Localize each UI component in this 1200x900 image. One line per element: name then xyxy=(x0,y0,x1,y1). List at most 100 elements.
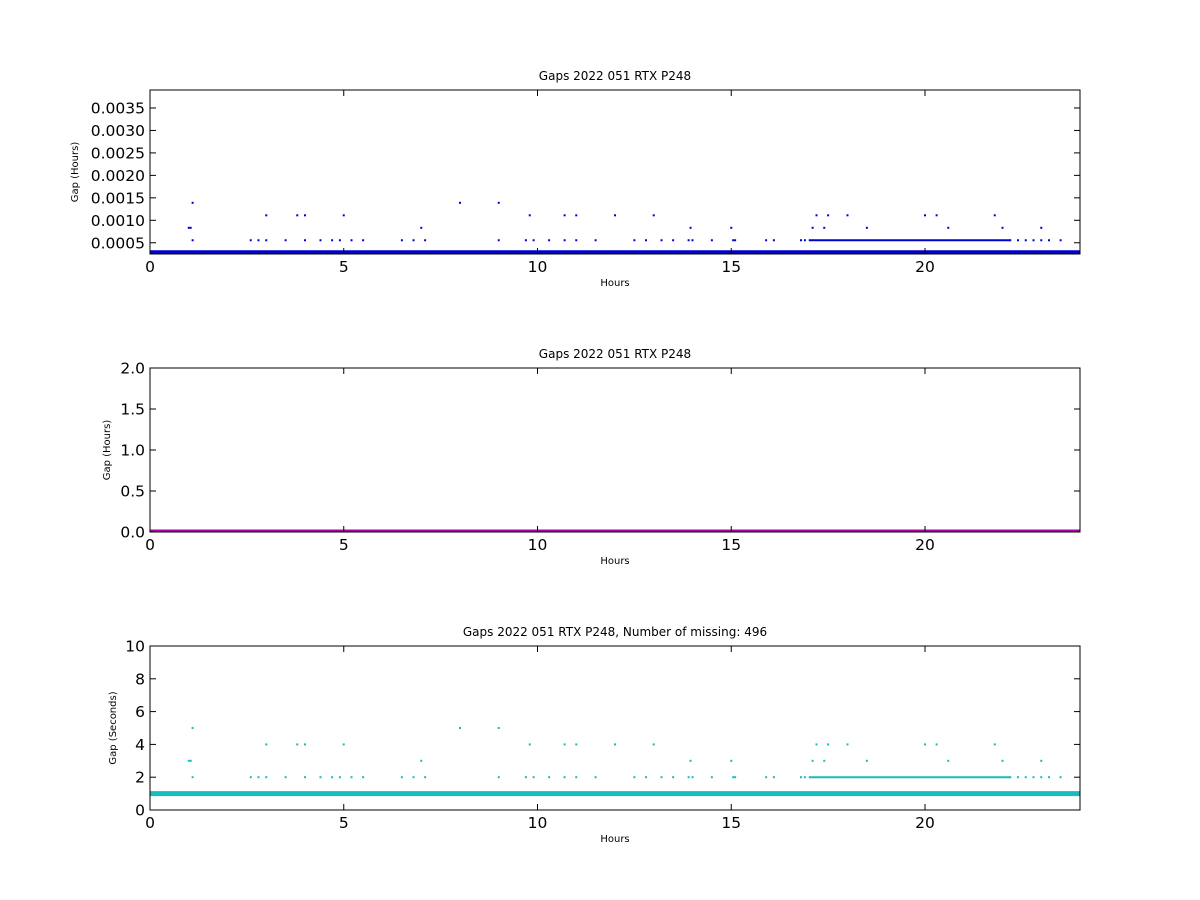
marks-layer xyxy=(150,727,1080,797)
data-point xyxy=(575,743,578,746)
y-tick-label: 0.0015 xyxy=(91,189,145,207)
data-point xyxy=(1009,776,1012,779)
plot-area: 0 5 10 15 20 0 2 4 6 8 10 xyxy=(125,638,1081,832)
plot-area: 0 5 10 15 20 0.0005 0.0010 0.0015 0.0020 0.0025 0.… xyxy=(91,89,1081,276)
data-point xyxy=(191,727,194,729)
data-point xyxy=(633,239,636,242)
data-point xyxy=(811,226,814,229)
data-point xyxy=(1017,239,1019,242)
data-point xyxy=(187,226,190,229)
data-point xyxy=(594,239,597,242)
x-tick-label: 0 xyxy=(145,536,155,554)
data-point xyxy=(672,776,675,779)
data-point xyxy=(732,776,735,779)
data-point xyxy=(827,214,830,217)
data-point xyxy=(1032,239,1035,242)
axes-frame xyxy=(149,89,1081,255)
data-point xyxy=(459,727,461,729)
data-point xyxy=(189,759,192,762)
panel-gaps-hours: 0 5 10 15 20 0.0 0.5 1.0 1.5 2.0 Gaps 2022 051 RT… xyxy=(102,347,1081,567)
y-tick-label: 10 xyxy=(125,638,145,656)
data-point xyxy=(497,201,500,204)
data-point xyxy=(412,239,415,242)
data-point xyxy=(689,759,692,762)
data-point xyxy=(524,776,527,779)
y-tick-label: 6 xyxy=(135,703,145,721)
data-point xyxy=(304,743,306,746)
data-point xyxy=(633,776,636,779)
data-point xyxy=(265,214,268,217)
data-point xyxy=(548,239,551,242)
x-tick-label: 20 xyxy=(915,536,935,554)
x-tick-label: 0 xyxy=(145,258,155,276)
panel-title: Gaps 2022 051 RTX P248 xyxy=(539,347,691,361)
data-point xyxy=(187,759,190,762)
data-point xyxy=(575,776,578,779)
data-point xyxy=(1040,239,1043,242)
data-point xyxy=(691,776,694,779)
data-point xyxy=(331,239,334,242)
data-point xyxy=(660,776,663,779)
data-point xyxy=(691,239,694,242)
plot-area: 0 5 10 15 20 0.0 0.5 1.0 1.5 2.0 xyxy=(120,360,1081,554)
data-point xyxy=(459,201,461,204)
data-point xyxy=(424,776,427,779)
panel-gaps-seconds: 0 5 10 15 20 0 2 4 6 8 10 Gaps 2022 051 RTX P248, … xyxy=(108,625,1081,845)
data-point xyxy=(265,776,268,779)
data-point xyxy=(935,214,938,217)
data-point xyxy=(563,239,566,242)
data-point xyxy=(672,239,675,242)
panel-gaps-hours-zoom: 0 5 10 15 20 0.0005 0.0010 0.0015 0.0020 0.0025 0.… xyxy=(70,69,1081,289)
data-point xyxy=(400,239,403,242)
data-point xyxy=(563,776,566,779)
x-tick-label: 20 xyxy=(915,814,935,832)
data-point xyxy=(772,239,775,242)
data-point xyxy=(815,214,818,217)
data-point xyxy=(412,776,415,779)
axes-frame xyxy=(149,645,1081,811)
data-point xyxy=(924,743,926,746)
data-point xyxy=(687,776,690,779)
data-point xyxy=(362,239,365,242)
data-point xyxy=(189,226,192,229)
data-point xyxy=(947,759,950,762)
data-point xyxy=(191,776,194,779)
data-point xyxy=(497,239,500,242)
y-axis-label: Gap (Hours) xyxy=(70,142,81,203)
data-point xyxy=(424,239,427,242)
data-point xyxy=(1024,776,1027,779)
x-axis-label: Hours xyxy=(600,556,629,567)
data-point xyxy=(803,776,806,779)
data-point xyxy=(993,743,996,746)
data-point xyxy=(338,776,341,779)
data-point xyxy=(1040,226,1043,229)
data-point xyxy=(191,201,194,204)
data-point xyxy=(1009,239,1012,242)
data-point xyxy=(710,776,713,779)
data-point xyxy=(1032,776,1035,779)
y-tick-label: 0.0010 xyxy=(91,212,145,230)
data-point xyxy=(249,776,252,779)
data-point xyxy=(652,214,655,217)
y-tick-label: 0.0020 xyxy=(91,167,145,185)
data-point xyxy=(803,239,806,242)
data-point xyxy=(823,226,826,229)
data-point xyxy=(765,776,768,779)
data-point xyxy=(350,239,353,242)
data-point xyxy=(827,743,830,746)
data-point xyxy=(765,239,768,242)
panel-title: Gaps 2022 051 RTX P248, Number of missin… xyxy=(463,625,767,639)
data-point xyxy=(304,776,306,779)
data-point xyxy=(265,743,268,746)
data-point xyxy=(563,214,566,217)
data-point xyxy=(304,214,306,217)
data-point xyxy=(865,759,868,762)
data-point xyxy=(1040,776,1043,779)
x-tick-label: 5 xyxy=(339,536,349,554)
data-point xyxy=(935,743,938,746)
data-point xyxy=(400,776,403,779)
data-point xyxy=(614,214,616,217)
data-point xyxy=(846,214,849,217)
data-point xyxy=(249,239,252,242)
data-point xyxy=(1059,239,1062,242)
